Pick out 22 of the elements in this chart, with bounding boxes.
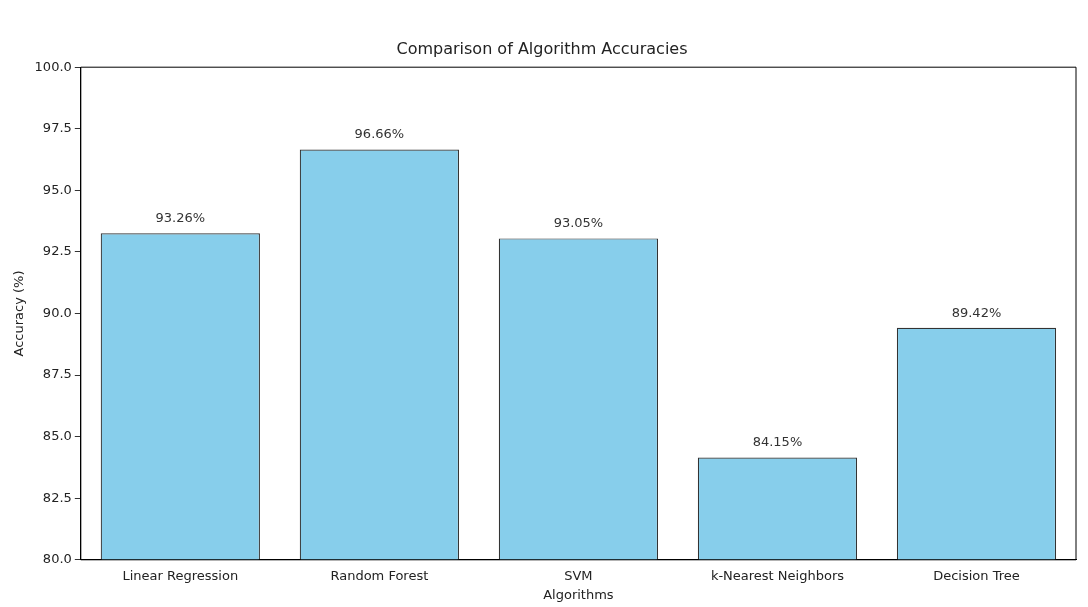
x-axis-title: Algorithms <box>543 586 614 602</box>
x-tick-label: Linear Regression <box>122 567 239 583</box>
x-tick-label: Decision Tree <box>933 567 1020 583</box>
x-tick-label: k-Nearest Neighbors <box>710 567 845 583</box>
data-label: 93.05% <box>553 215 604 231</box>
y-tick-label: 92.5 <box>42 243 72 259</box>
data-label: 84.15% <box>752 434 803 450</box>
chart-title: Comparison of Algorithm Accuracies <box>396 38 688 58</box>
data-label: 89.42% <box>951 304 1002 320</box>
y-tick-label: 95.0 <box>42 181 72 197</box>
data-label: 96.66% <box>354 126 405 142</box>
y-tick-label: 87.5 <box>42 366 72 382</box>
y-tick-label: 80.0 <box>42 551 72 567</box>
y-tick-label: 100.0 <box>34 58 72 74</box>
y-tick-label: 82.5 <box>42 489 72 505</box>
y-tick-label: 85.0 <box>42 428 72 444</box>
x-tick-label: SVM <box>564 567 593 583</box>
data-label: 93.26% <box>155 210 206 226</box>
x-tick-label: Random Forest <box>330 567 429 583</box>
y-tick-label: 97.5 <box>42 120 72 136</box>
y-axis-title: Accuracy (%) <box>11 270 27 357</box>
y-tick-label: 90.0 <box>42 304 72 320</box>
